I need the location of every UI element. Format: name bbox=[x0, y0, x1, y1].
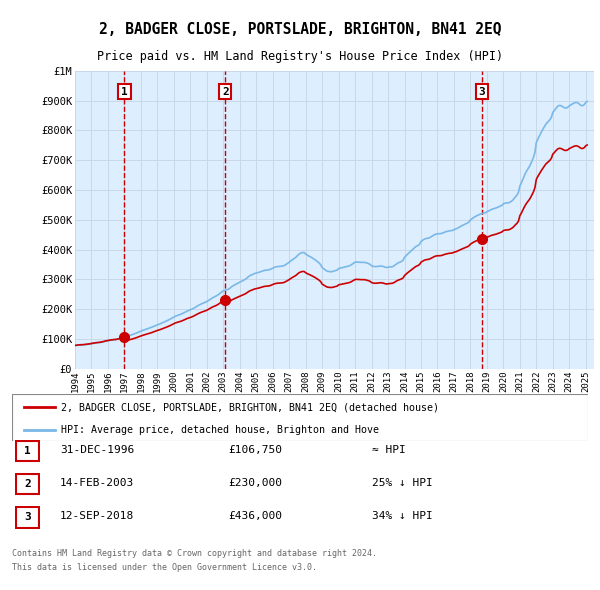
Text: 2, BADGER CLOSE, PORTSLADE, BRIGHTON, BN41 2EQ: 2, BADGER CLOSE, PORTSLADE, BRIGHTON, BN… bbox=[99, 22, 501, 37]
Text: 3: 3 bbox=[479, 87, 485, 97]
Text: £106,750: £106,750 bbox=[228, 445, 282, 454]
Text: 31-DEC-1996: 31-DEC-1996 bbox=[60, 445, 134, 454]
Text: 12-SEP-2018: 12-SEP-2018 bbox=[60, 511, 134, 520]
Text: ≈ HPI: ≈ HPI bbox=[372, 445, 406, 454]
Text: HPI: Average price, detached house, Brighton and Hove: HPI: Average price, detached house, Brig… bbox=[61, 425, 379, 434]
Text: 2, BADGER CLOSE, PORTSLADE, BRIGHTON, BN41 2EQ (detached house): 2, BADGER CLOSE, PORTSLADE, BRIGHTON, BN… bbox=[61, 402, 439, 412]
Text: 2: 2 bbox=[222, 87, 229, 97]
Text: 1: 1 bbox=[121, 87, 128, 97]
Text: 14-FEB-2003: 14-FEB-2003 bbox=[60, 478, 134, 487]
Text: 3: 3 bbox=[24, 513, 31, 522]
Text: 34% ↓ HPI: 34% ↓ HPI bbox=[372, 511, 433, 520]
Text: 1: 1 bbox=[24, 447, 31, 456]
Text: 2: 2 bbox=[24, 480, 31, 489]
Text: £230,000: £230,000 bbox=[228, 478, 282, 487]
Text: 25% ↓ HPI: 25% ↓ HPI bbox=[372, 478, 433, 487]
Text: £436,000: £436,000 bbox=[228, 511, 282, 520]
Text: Contains HM Land Registry data © Crown copyright and database right 2024.: Contains HM Land Registry data © Crown c… bbox=[12, 549, 377, 558]
Text: Price paid vs. HM Land Registry's House Price Index (HPI): Price paid vs. HM Land Registry's House … bbox=[97, 50, 503, 63]
Text: This data is licensed under the Open Government Licence v3.0.: This data is licensed under the Open Gov… bbox=[12, 563, 317, 572]
